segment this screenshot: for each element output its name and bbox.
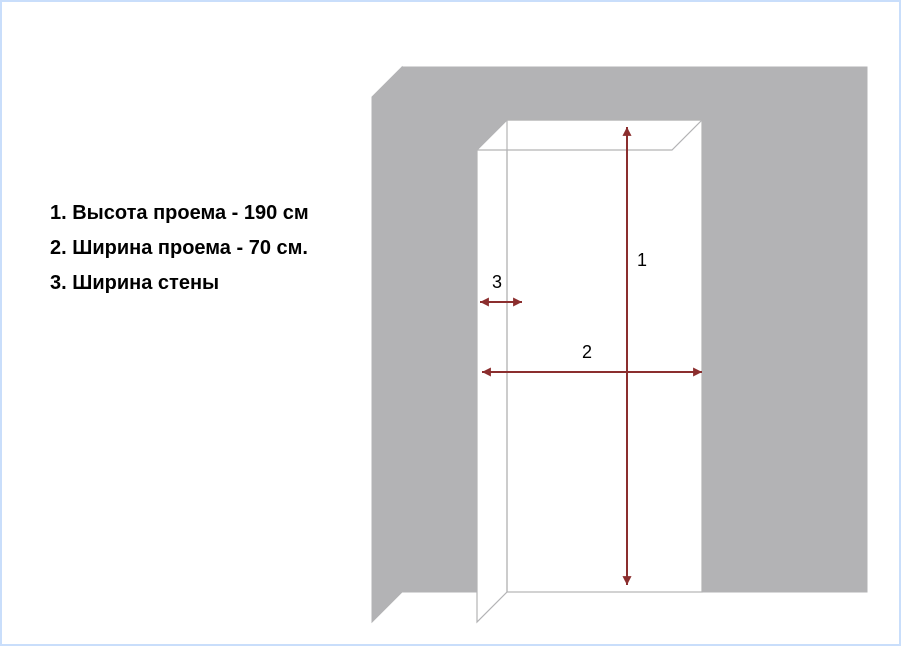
diagram-frame: 1. Высота проема - 190 см 2. Ширина прое… (0, 0, 901, 646)
dimension-label-width: 2 (582, 342, 592, 363)
dimension-label-height: 1 (637, 250, 647, 271)
dimension-label-depth: 3 (492, 272, 502, 293)
diagram-canvas (2, 2, 901, 646)
